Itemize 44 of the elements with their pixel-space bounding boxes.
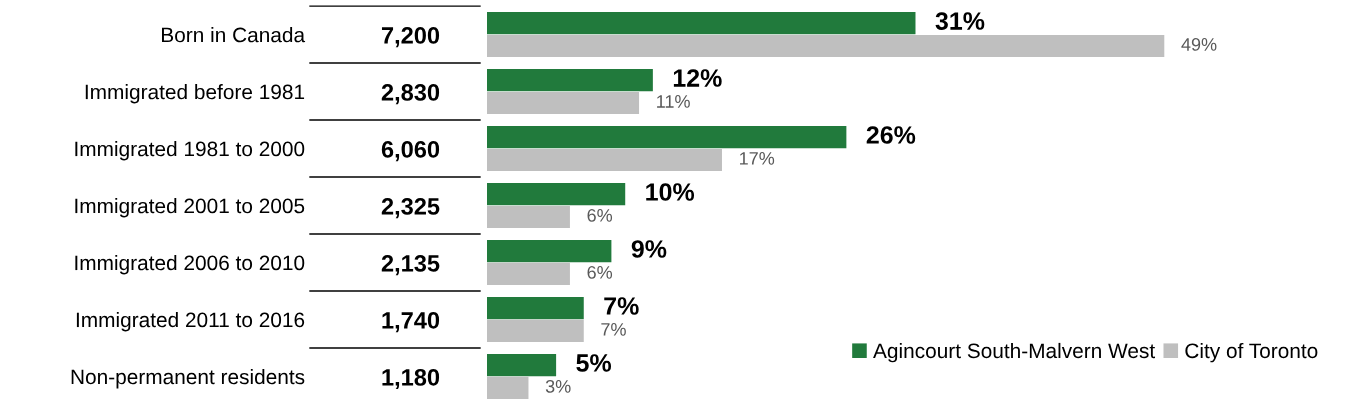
text: 2,830 bbox=[381, 84, 440, 105]
data-label: 7% bbox=[601, 323, 626, 336]
text: 2,135 bbox=[381, 254, 440, 276]
data-label: 6% bbox=[587, 265, 613, 279]
data-label: 3% bbox=[545, 379, 571, 393]
bar bbox=[487, 319, 584, 342]
bar bbox=[487, 297, 584, 320]
legend-label: City of Toronto bbox=[1185, 342, 1318, 363]
data-label: 17% bbox=[740, 152, 775, 165]
bar bbox=[487, 69, 653, 92]
bar bbox=[487, 354, 557, 377]
data-label: 9% bbox=[631, 240, 667, 258]
bar bbox=[487, 148, 722, 171]
bar bbox=[487, 183, 626, 206]
bar bbox=[487, 262, 570, 285]
data-label: 11% bbox=[657, 95, 690, 108]
text: 1,740 bbox=[382, 311, 440, 333]
data-label: 49% bbox=[1181, 38, 1217, 51]
text: 7,200 bbox=[381, 27, 440, 48]
data-label: 5% bbox=[576, 354, 612, 372]
legend-label: Agincourt South-Malvern West bbox=[873, 342, 1156, 363]
data-label: 26% bbox=[866, 126, 916, 144]
text: 6,060 bbox=[381, 141, 440, 162]
y-tick-label: Immigrated 1981 to 2000 bbox=[75, 141, 305, 161]
text: 1,180 bbox=[382, 368, 440, 390]
data-label: 10% bbox=[646, 183, 695, 201]
bar bbox=[487, 205, 570, 228]
text: 2,325 bbox=[381, 198, 440, 219]
y-tick-label: Non-permanent residents bbox=[71, 368, 305, 389]
bar bbox=[487, 12, 916, 35]
bar bbox=[487, 34, 1165, 58]
data-label: 31% bbox=[935, 12, 985, 30]
bar bbox=[487, 126, 847, 149]
bar bbox=[487, 91, 640, 115]
data-label: 6% bbox=[587, 209, 613, 222]
y-tick-label: Immigrated before 1981 bbox=[85, 84, 305, 104]
bar bbox=[487, 376, 529, 399]
bar bbox=[487, 240, 612, 263]
data-label: 7% bbox=[604, 297, 639, 315]
y-tick-label: Immigrated 2011 to 2016 bbox=[76, 311, 305, 332]
data-label: 12% bbox=[673, 69, 722, 87]
y-tick-label: Immigrated 2006 to 2010 bbox=[75, 254, 305, 275]
y-tick-label: Born in Canada bbox=[162, 27, 306, 43]
y-tick-label: Immigrated 2001 to 2005 bbox=[75, 197, 305, 218]
